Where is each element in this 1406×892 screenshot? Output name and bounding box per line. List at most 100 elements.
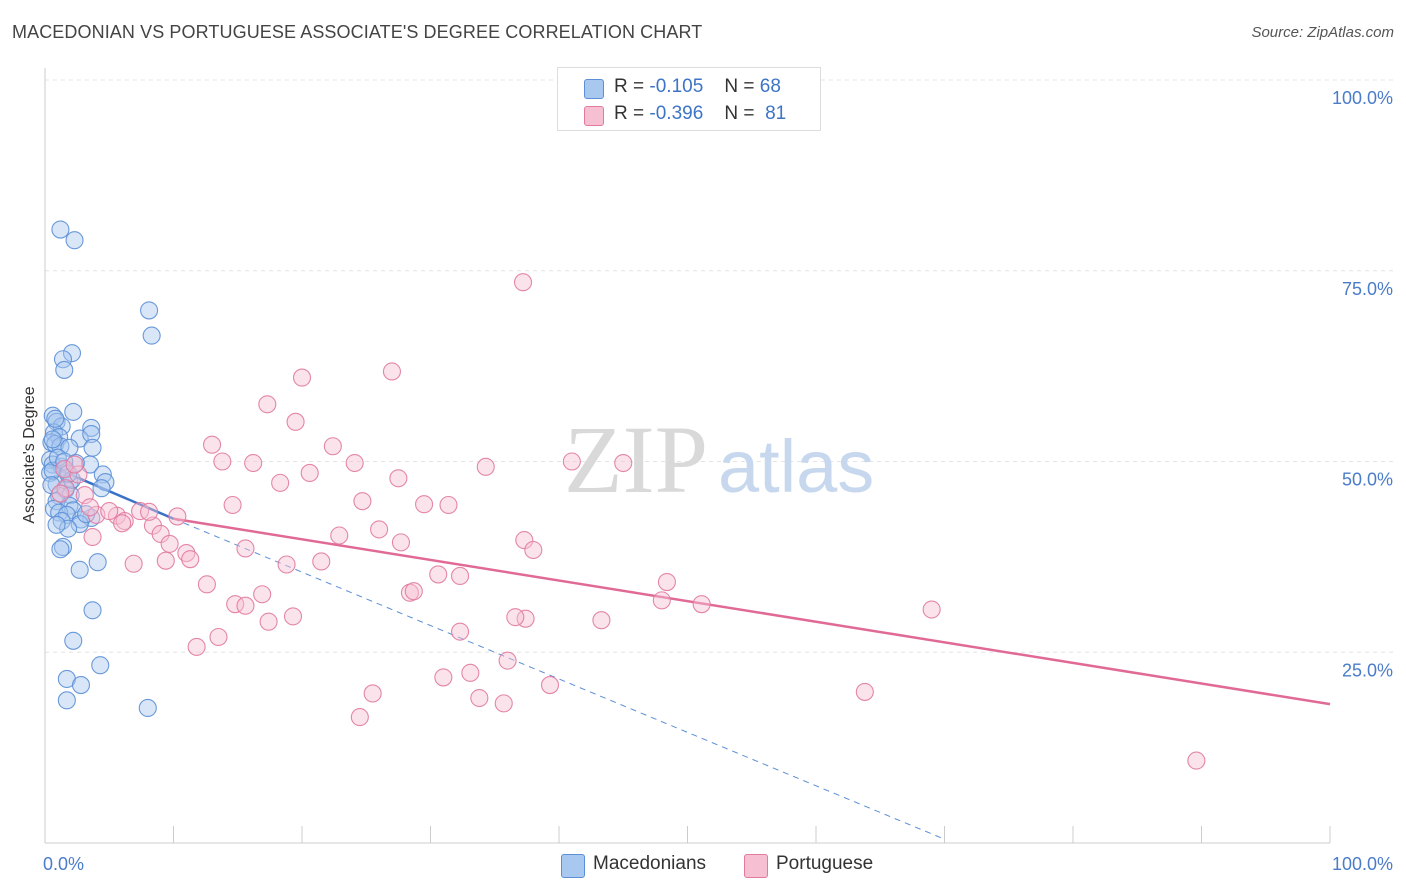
macedonians-point bbox=[142, 326, 161, 345]
macedonians-point bbox=[59, 519, 78, 538]
portuguese-point bbox=[113, 514, 132, 533]
portuguese-point bbox=[83, 527, 102, 547]
portuguese-point bbox=[353, 492, 372, 511]
portuguese-point bbox=[382, 362, 402, 381]
watermark-atlas: atlas bbox=[718, 425, 874, 508]
portuguese-point bbox=[292, 368, 312, 387]
portuguese-point bbox=[506, 608, 525, 627]
legend-n-label: N = bbox=[724, 76, 755, 97]
portuguese-point bbox=[652, 591, 671, 610]
portuguese-point bbox=[259, 612, 278, 631]
portuguese-point bbox=[156, 551, 175, 570]
portuguese-point bbox=[253, 585, 272, 604]
y-tick-labels: 100.0% 75.0% 50.0% 25.0% bbox=[1332, 88, 1393, 680]
legend-n-label: N = bbox=[724, 103, 755, 124]
portuguese-point bbox=[389, 469, 408, 488]
macedonians-point bbox=[138, 698, 157, 717]
legend-r-label: R = bbox=[614, 76, 645, 97]
data-points bbox=[41, 220, 1206, 770]
portuguese-point bbox=[65, 455, 84, 474]
macedonians-point bbox=[47, 515, 66, 534]
portuguese-point bbox=[236, 596, 255, 615]
macedonians-point bbox=[92, 479, 111, 498]
macedonians-point bbox=[83, 438, 102, 457]
y-tick-label: 75.0% bbox=[1342, 279, 1393, 299]
legend-n-value: 81 bbox=[765, 103, 787, 124]
portuguese-point bbox=[1187, 751, 1206, 770]
legend-row-macedonians: R = -0.105 N = 68 bbox=[558, 73, 820, 103]
portuguese-point bbox=[461, 663, 480, 682]
chart-source: Source: ZipAtlas.com bbox=[1251, 24, 1394, 41]
macedonians-point bbox=[64, 631, 83, 650]
portuguese-point bbox=[540, 676, 560, 695]
portuguese-point bbox=[160, 534, 179, 553]
legend-row-portuguese: R = -0.396 N = 81 bbox=[558, 100, 820, 130]
portuguese-point bbox=[56, 479, 75, 498]
macedonians-point bbox=[70, 560, 89, 579]
portuguese-point bbox=[223, 495, 242, 515]
portuguese-point bbox=[494, 694, 513, 713]
portuguese-point bbox=[168, 507, 187, 526]
macedonians-point bbox=[70, 515, 89, 534]
bottom-legend-label: Macedonians bbox=[593, 853, 707, 874]
portuguese-point bbox=[330, 526, 349, 545]
portuguese-point bbox=[429, 565, 448, 584]
portuguese-point bbox=[922, 600, 941, 619]
portuguese-point bbox=[236, 539, 255, 558]
portuguese-point bbox=[614, 453, 633, 473]
portuguese-point bbox=[69, 465, 88, 484]
portuguese-point bbox=[345, 453, 364, 473]
portuguese-point bbox=[80, 498, 100, 517]
portuguese-point bbox=[213, 452, 232, 471]
portuguese-point bbox=[404, 582, 423, 601]
portuguese-point bbox=[370, 520, 389, 539]
macedonians-point bbox=[83, 601, 102, 620]
portuguese-point bbox=[55, 460, 74, 479]
portuguese-point bbox=[286, 412, 305, 431]
macedonians-point bbox=[53, 537, 73, 557]
legend-swatch-portuguese bbox=[584, 106, 604, 126]
legend-r-value: -0.396 bbox=[649, 103, 704, 124]
macedonians-point bbox=[82, 418, 101, 437]
portuguese-point bbox=[657, 573, 676, 592]
macedonians-point bbox=[51, 540, 70, 559]
macedonians-point bbox=[62, 344, 82, 363]
grid-lines bbox=[45, 79, 1395, 653]
portuguese-point bbox=[151, 524, 170, 544]
macedonians-point bbox=[43, 430, 62, 449]
portuguese-point bbox=[562, 452, 581, 471]
portuguese-point bbox=[203, 435, 222, 454]
portuguese-trend-line bbox=[173, 517, 1331, 706]
trend-lines bbox=[48, 464, 1331, 840]
portuguese-point bbox=[363, 684, 382, 703]
portuguese-point bbox=[271, 473, 290, 492]
legend-swatch-macedonians bbox=[584, 79, 604, 99]
axes bbox=[44, 68, 1331, 844]
macedonians-point bbox=[82, 424, 101, 444]
legend-r-value: -0.105 bbox=[649, 76, 704, 97]
macedonians-point bbox=[80, 455, 100, 474]
legend: R = -0.105 N = 68 R = -0.396 N = 81 bbox=[557, 67, 821, 131]
bottom-legend-swatch-portuguese bbox=[744, 854, 768, 878]
macedonians-point bbox=[65, 231, 84, 250]
portuguese-point bbox=[312, 552, 331, 571]
portuguese-point bbox=[451, 566, 470, 586]
portuguese-point bbox=[434, 668, 453, 687]
portuguese-point bbox=[855, 682, 874, 701]
portuguese-point bbox=[524, 540, 543, 560]
y-tick-label: 100.0% bbox=[1332, 88, 1393, 108]
portuguese-point bbox=[415, 495, 434, 514]
chart-title: MACEDONIAN VS PORTUGUESE ASSOCIATE'S DEG… bbox=[12, 22, 703, 42]
portuguese-point bbox=[283, 607, 303, 626]
legend-r-label: R = bbox=[614, 103, 645, 124]
macedonians-point bbox=[140, 301, 159, 320]
macedonians-point bbox=[60, 438, 79, 457]
portuguese-point bbox=[498, 651, 517, 670]
macedonians-point bbox=[55, 360, 74, 379]
macedonians-point bbox=[88, 553, 107, 572]
legend-n-value: 68 bbox=[759, 76, 781, 97]
macedonians-point bbox=[91, 656, 110, 675]
portuguese-point bbox=[244, 453, 263, 473]
macedonians-point bbox=[57, 691, 76, 710]
